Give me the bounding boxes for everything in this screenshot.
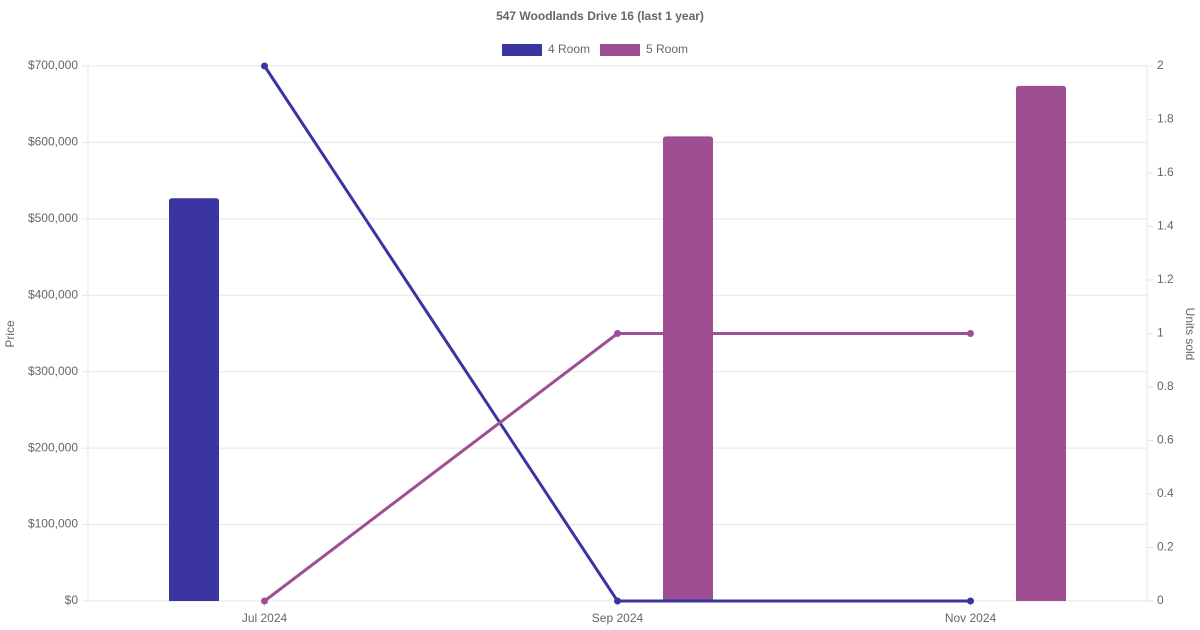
point	[614, 597, 621, 605]
chart-title: 547 Woodlands Drive 16 (last 1 year)	[496, 9, 704, 23]
y2-tick-label: 1.4	[1157, 219, 1174, 233]
bar	[169, 198, 219, 601]
y2-tick-label: 1	[1157, 326, 1164, 340]
legend-swatch[interactable]	[600, 44, 640, 56]
x-tick-label: Sep 2024	[592, 611, 644, 625]
legend-label[interactable]: 5 Room	[646, 42, 688, 56]
line	[263, 332, 971, 603]
y2-tick-label: 2	[1157, 58, 1164, 72]
point	[967, 330, 974, 337]
x-tick-label: Nov 2024	[945, 611, 997, 625]
y-tick-label: $500,000	[28, 211, 78, 225]
y-tick-label: $200,000	[28, 440, 78, 454]
point	[261, 597, 268, 605]
y2-tick-label: 1.2	[1157, 272, 1174, 286]
point	[614, 330, 621, 337]
point	[261, 62, 268, 70]
y-axis-title: Price	[3, 320, 17, 348]
y2-tick-label: 1.6	[1157, 165, 1174, 179]
point	[967, 597, 974, 605]
y2-tick-label: 1.8	[1157, 112, 1174, 126]
y2-tick-label: 0.6	[1157, 433, 1174, 447]
legend-label[interactable]: 4 Room	[548, 42, 590, 56]
y-tick-label: $300,000	[28, 364, 78, 378]
bar	[1016, 85, 1066, 601]
y2-tick-label: 0.4	[1157, 486, 1174, 500]
y2-tick-label: 0.2	[1157, 540, 1174, 554]
x-tick-label: Jul 2024	[242, 611, 288, 625]
y-tick-label: $0	[65, 593, 79, 607]
legend-swatch[interactable]	[502, 44, 542, 56]
y-tick-label: $100,000	[28, 517, 78, 531]
y-tick-label: $600,000	[28, 135, 78, 149]
y2-axis-title: Units sold	[1183, 308, 1197, 361]
y2-tick-label: 0	[1157, 593, 1164, 607]
y-tick-label: $400,000	[28, 287, 78, 301]
y-tick-label: $700,000	[28, 58, 78, 72]
y2-tick-label: 0.8	[1157, 379, 1174, 393]
bar	[663, 136, 713, 602]
